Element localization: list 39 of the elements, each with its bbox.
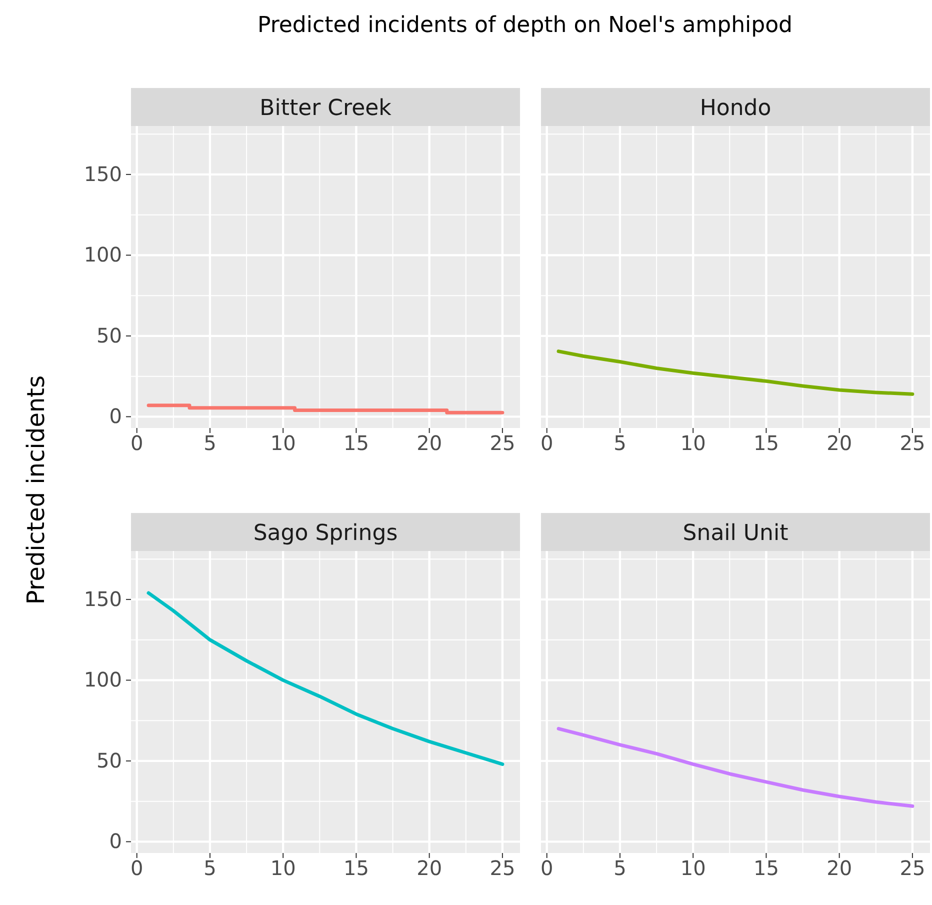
x-tick-label: 15 (753, 431, 779, 456)
line-series (146, 591, 504, 766)
chart-title: Sago Springs (253, 521, 398, 546)
x-tick-label: 20 (416, 856, 442, 880)
x-tick-label: 10 (680, 856, 706, 880)
chart-title: Bitter Creek (260, 96, 392, 121)
x-tick-label: 25 (900, 856, 926, 880)
x-tick-label: 0 (540, 431, 554, 456)
x-tick-label: 0 (130, 431, 144, 456)
x-tick-label: 20 (826, 431, 852, 456)
chart-title: Snail Unit (682, 521, 789, 546)
x-tick-label: 15 (343, 856, 369, 880)
x-tick-label: 5 (204, 856, 216, 880)
y-tick-label: 50 (96, 748, 122, 772)
text: Predicted incidents of depth on Noel's amphipod (257, 13, 793, 38)
y-tick-label: 150 (84, 162, 122, 186)
x-tick-label: 25 (490, 856, 516, 880)
y-tick-label: 100 (84, 242, 122, 267)
x-tick-label: 25 (900, 431, 926, 456)
y-tick-label: 0 (109, 829, 122, 854)
y-tick-label: 50 (96, 323, 122, 348)
x-tick-label: 25 (490, 431, 516, 456)
x-tick-label: 10 (680, 431, 706, 456)
x-tick-label: 20 (826, 856, 852, 880)
x-tick-label: 10 (270, 856, 296, 880)
x-tick-label: 5 (204, 431, 216, 456)
x-tick-label: 0 (130, 856, 144, 880)
x-tick-label: 0 (540, 856, 554, 880)
y-tick-label: 150 (84, 586, 122, 611)
x-tick-label: 15 (343, 431, 369, 456)
x-tick-label: 15 (753, 856, 779, 880)
y-tick-label: 100 (84, 668, 122, 692)
y-axis-title: Predicted incidents (22, 375, 50, 605)
y-tick-label: 0 (109, 404, 122, 428)
x-tick-label: 20 (416, 431, 442, 456)
x-tick-label: 5 (614, 431, 626, 456)
chart-title: Hondo (700, 96, 772, 121)
x-tick-label: 5 (614, 856, 626, 880)
x-tick-label: 10 (270, 431, 296, 456)
